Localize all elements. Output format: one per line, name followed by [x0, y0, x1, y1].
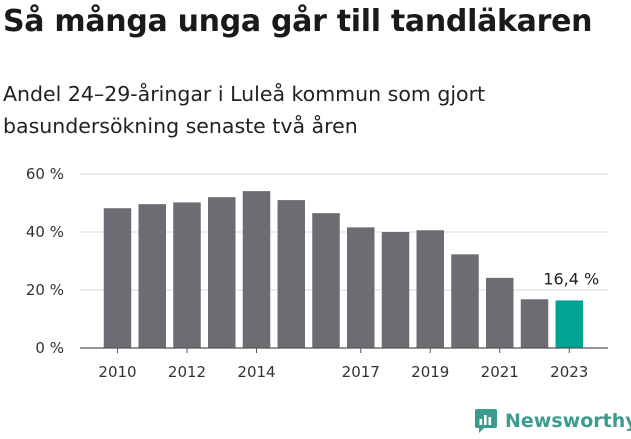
x-tick-label: 2019 — [411, 363, 449, 381]
bar-2022 — [520, 299, 549, 348]
bar-2015 — [277, 200, 305, 348]
x-tick-label: 2010 — [98, 363, 136, 381]
bar-2011 — [138, 204, 166, 348]
bar-2014 — [242, 191, 271, 348]
x-tick-label: 2017 — [342, 363, 380, 381]
highlight-data-label: 16,4 % — [543, 269, 599, 288]
bar-2010 — [103, 208, 132, 348]
bar-2019 — [416, 230, 444, 348]
bar-2013 — [208, 197, 236, 348]
y-tick-label: 60 % — [26, 165, 64, 183]
bar-2018 — [381, 232, 410, 348]
bar-2016 — [312, 213, 340, 348]
x-tick-label: 2014 — [237, 363, 275, 381]
bar-2020 — [451, 254, 479, 348]
y-tick-label: 40 % — [26, 223, 64, 241]
newsworthy-logo-icon — [475, 409, 497, 433]
y-tick-label: 20 % — [26, 281, 64, 299]
grid-lines — [80, 173, 608, 291]
brand: Newsworthy — [474, 406, 631, 436]
bar-2012 — [173, 202, 201, 348]
chart-title: Så många unga går till tandläkaren — [3, 4, 593, 39]
brand-name: Newsworthy — [505, 410, 631, 432]
y-axis-ticks: 0 % 20 % 40 % 60 % — [26, 165, 64, 357]
bar-2017 — [347, 227, 375, 348]
x-axis: 2010 2012 2014 2017 2019 2021 2023 — [80, 347, 608, 381]
x-tick-label: 2012 — [168, 363, 206, 381]
chart-subtitle: Andel 24–29-åringar i Luleå kommun som g… — [3, 82, 486, 138]
bar-2021 — [486, 277, 514, 348]
bar-chart: 0 % 20 % 40 % 60 % 2010 2012 2014 2017 2019 2021… — [26, 165, 608, 381]
bar-2023 — [555, 300, 583, 348]
bars — [103, 191, 583, 348]
x-tick-label: 2021 — [481, 363, 519, 381]
y-tick-label: 0 % — [35, 339, 64, 357]
x-tick-label: 2023 — [550, 363, 588, 381]
data-labels: 16,4 % — [543, 269, 599, 288]
